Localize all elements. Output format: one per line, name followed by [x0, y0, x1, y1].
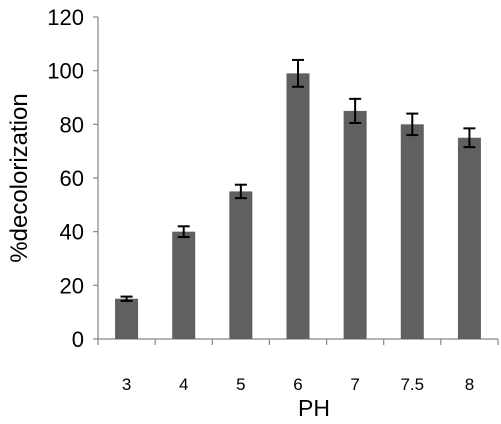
y-tick-label-100: 100 [47, 59, 84, 84]
bar-5 [229, 191, 253, 339]
x-tick-label-8: 8 [465, 375, 474, 394]
y-tick-label-0: 0 [72, 327, 84, 352]
x-tick-label-7.5: 7.5 [400, 375, 424, 394]
bar-3 [115, 298, 139, 339]
x-tick-label-5: 5 [236, 375, 245, 394]
bar-4 [172, 231, 196, 339]
y-axis-label: %decolorization [6, 93, 33, 262]
x-tick-label-7: 7 [350, 375, 359, 394]
x-tick-label-6: 6 [293, 375, 302, 394]
bar-7.5 [400, 124, 424, 339]
y-tick-label-40: 40 [60, 220, 84, 245]
y-axis: 0 20 40 60 80 100 120 [47, 5, 99, 352]
y-tick-label-120: 120 [47, 5, 84, 30]
bar-8 [457, 137, 481, 339]
bar-6 [286, 73, 310, 339]
error-bars [120, 58, 476, 302]
bars [115, 73, 481, 340]
bar-7 [343, 110, 367, 340]
x-tick-label-4: 4 [179, 375, 188, 394]
x-axis-label: PH [298, 395, 330, 421]
x-axis: 3 4 5 6 7 7.5 8 [97, 338, 499, 394]
y-tick-label-80: 80 [60, 112, 84, 137]
y-tick-label-20: 20 [60, 273, 84, 298]
x-tick-label-3: 3 [122, 375, 131, 394]
y-tick-label-60: 60 [60, 166, 84, 191]
